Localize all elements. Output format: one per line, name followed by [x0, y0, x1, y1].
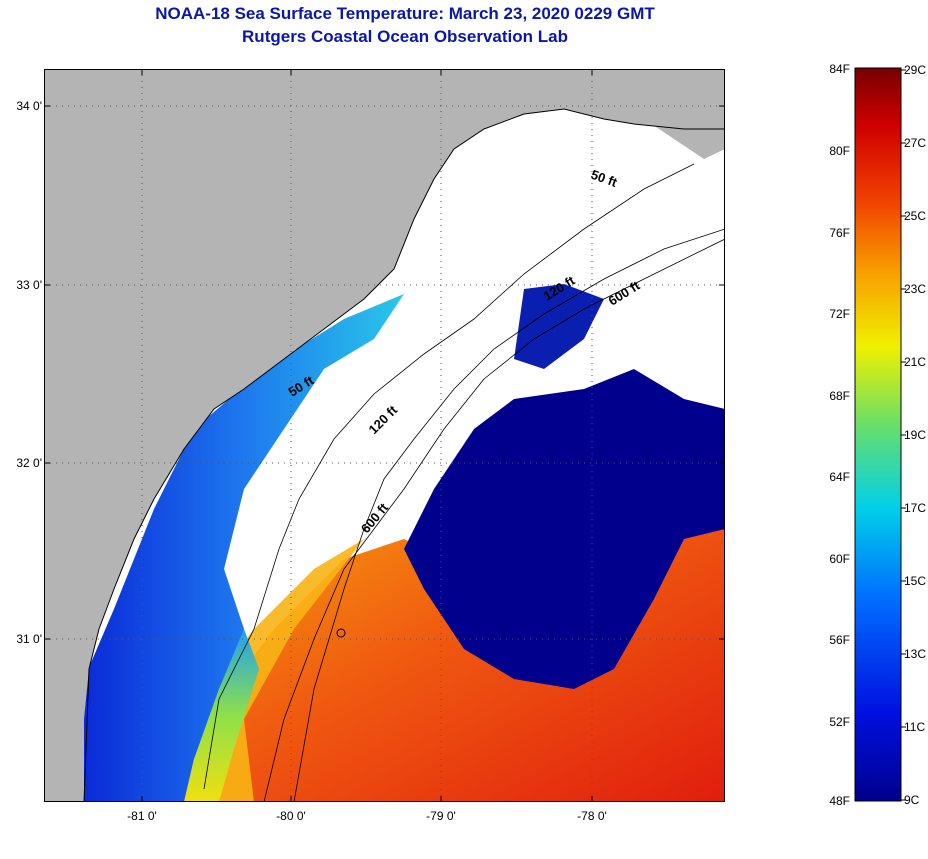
f-label-64: 64F [829, 470, 850, 484]
cold-water-mass [404, 369, 725, 689]
map-title: NOAA-18 Sea Surface Temperature: March 2… [155, 4, 655, 23]
c-label-9: 9C [904, 793, 920, 807]
c-label-11: 11C [904, 720, 925, 734]
nearshore-yellow-band [184, 629, 259, 802]
f-label-48: 48F [829, 794, 850, 808]
cold-water-mass-2 [514, 284, 604, 369]
f-label-76: 76F [829, 226, 850, 240]
lat-label-33: 33 0' [16, 278, 42, 292]
contour-600ft [263, 238, 725, 802]
c-label-25: 25C [904, 209, 926, 223]
f-label-56: 56F [829, 633, 850, 647]
c-label-15: 15C [904, 574, 926, 588]
lon-label-80: -80 0' [276, 809, 306, 823]
c-label-19: 19C [904, 428, 926, 442]
contour-120ft [293, 228, 725, 802]
buoy-marker [336, 628, 346, 638]
graticule [44, 69, 725, 802]
lon-label-78: -78 0' [577, 809, 607, 823]
c-label-13: 13C [904, 647, 926, 661]
c-label-23: 23C [904, 282, 926, 296]
land-area [44, 69, 725, 802]
color-scale: 84F 80F 76F 72F 68F 64F 60F 56F 52F 48F … [829, 62, 926, 808]
coastline [83, 108, 725, 802]
c-label-29: 29C [904, 63, 926, 77]
contour-50ft [203, 163, 695, 790]
c-label-27: 27C [904, 136, 926, 150]
c-label-21: 21C [904, 355, 926, 369]
f-label-72: 72F [829, 307, 850, 321]
f-label-52: 52F [829, 715, 850, 729]
lat-labels: 34 0' 33 0' 32 0' 31 0' [16, 99, 42, 646]
f-label-60: 60F [829, 552, 850, 566]
f-label-80: 80F [829, 144, 850, 158]
axis-ticks [44, 69, 725, 802]
f-label-84: 84F [829, 62, 850, 76]
c-label-17: 17C [904, 501, 926, 515]
lat-label-31: 31 0' [16, 632, 42, 646]
nearshore-cool-water [84, 294, 404, 802]
sst-map: 50 ft 50 ft 120 ft 120 ft 600 ft 600 ft … [44, 69, 725, 823]
map-frame [44, 69, 725, 802]
map-subtitle: Rutgers Coastal Ocean Observation Lab [242, 27, 568, 46]
lat-label-32: 32 0' [16, 456, 42, 470]
f-label-68: 68F [829, 389, 850, 403]
lat-label-34: 34 0' [16, 99, 42, 113]
land-upper-right [604, 69, 725, 159]
lon-label-81: -81 0' [127, 809, 157, 823]
color-scale-bar [854, 67, 902, 802]
lon-label-79: -79 0' [426, 809, 456, 823]
